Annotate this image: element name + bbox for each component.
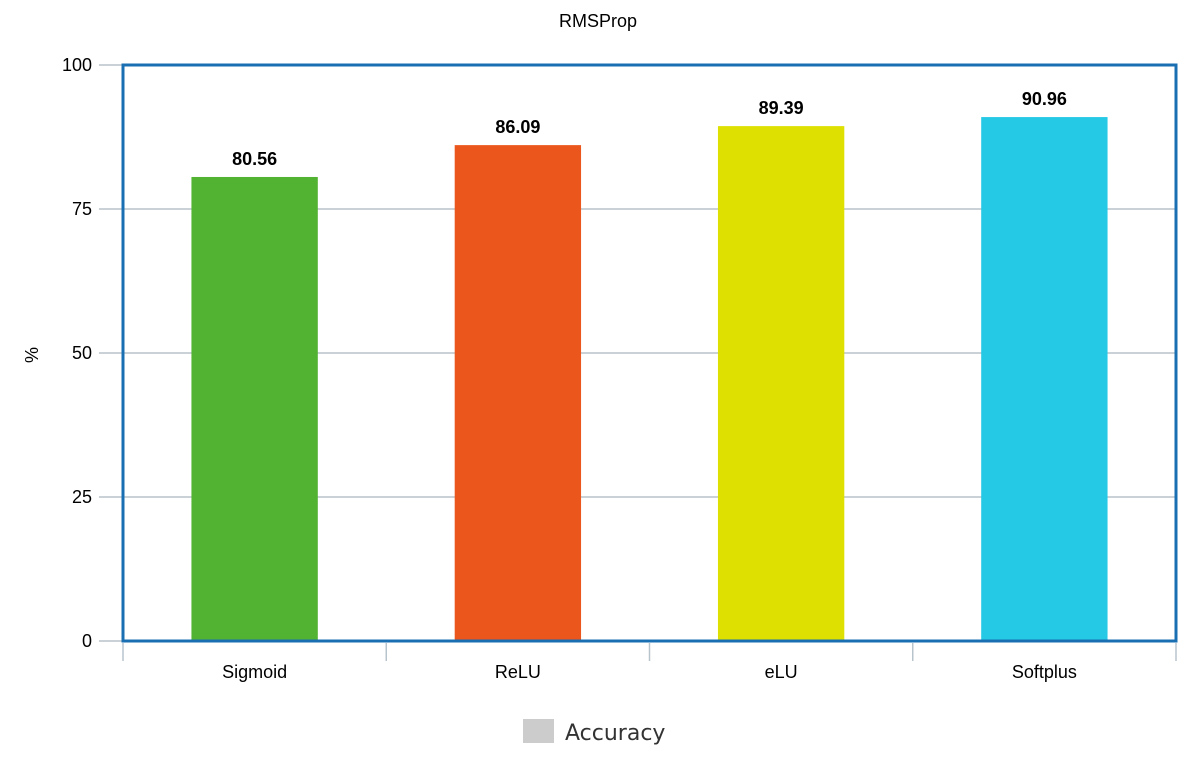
- legend-label-accuracy[interactable]: Accuracy: [565, 721, 665, 746]
- y-axis-ticks: 0 25 50 75 100: [62, 55, 123, 651]
- y-axis-label: %: [22, 347, 42, 363]
- data-label-relu: 86.09: [495, 117, 540, 137]
- chart-title: RMSProp: [559, 11, 637, 31]
- data-label-softplus: 90.96: [1022, 89, 1067, 109]
- legend-swatch-accuracy[interactable]: [523, 719, 554, 743]
- y-tick-label: 75: [72, 199, 92, 219]
- y-tick-label: 100: [62, 55, 92, 75]
- bar-sigmoid[interactable]: [191, 176, 318, 641]
- legend[interactable]: Accuracy: [523, 719, 665, 746]
- data-label-sigmoid: 80.56: [232, 149, 277, 169]
- x-axis-ticks: Sigmoid ReLU eLU Softplus: [122, 643, 1177, 682]
- x-tick-label-elu: eLU: [765, 662, 798, 682]
- bar-elu[interactable]: [717, 126, 845, 642]
- plot-frame: [121, 63, 1178, 643]
- y-tick-label: 50: [72, 343, 92, 363]
- x-tick-label-softplus: Softplus: [1012, 662, 1077, 682]
- x-tick-label-sigmoid: Sigmoid: [222, 662, 287, 682]
- data-label-elu: 89.39: [759, 98, 804, 118]
- y-tick-label: 0: [82, 631, 92, 651]
- y-tick-label: 25: [72, 487, 92, 507]
- x-tick-label-relu: ReLU: [495, 662, 541, 682]
- bars: 80.56 86.09 89.39 90.96: [191, 89, 1108, 642]
- bar-softplus[interactable]: [981, 117, 1108, 642]
- bar-relu[interactable]: [454, 145, 582, 642]
